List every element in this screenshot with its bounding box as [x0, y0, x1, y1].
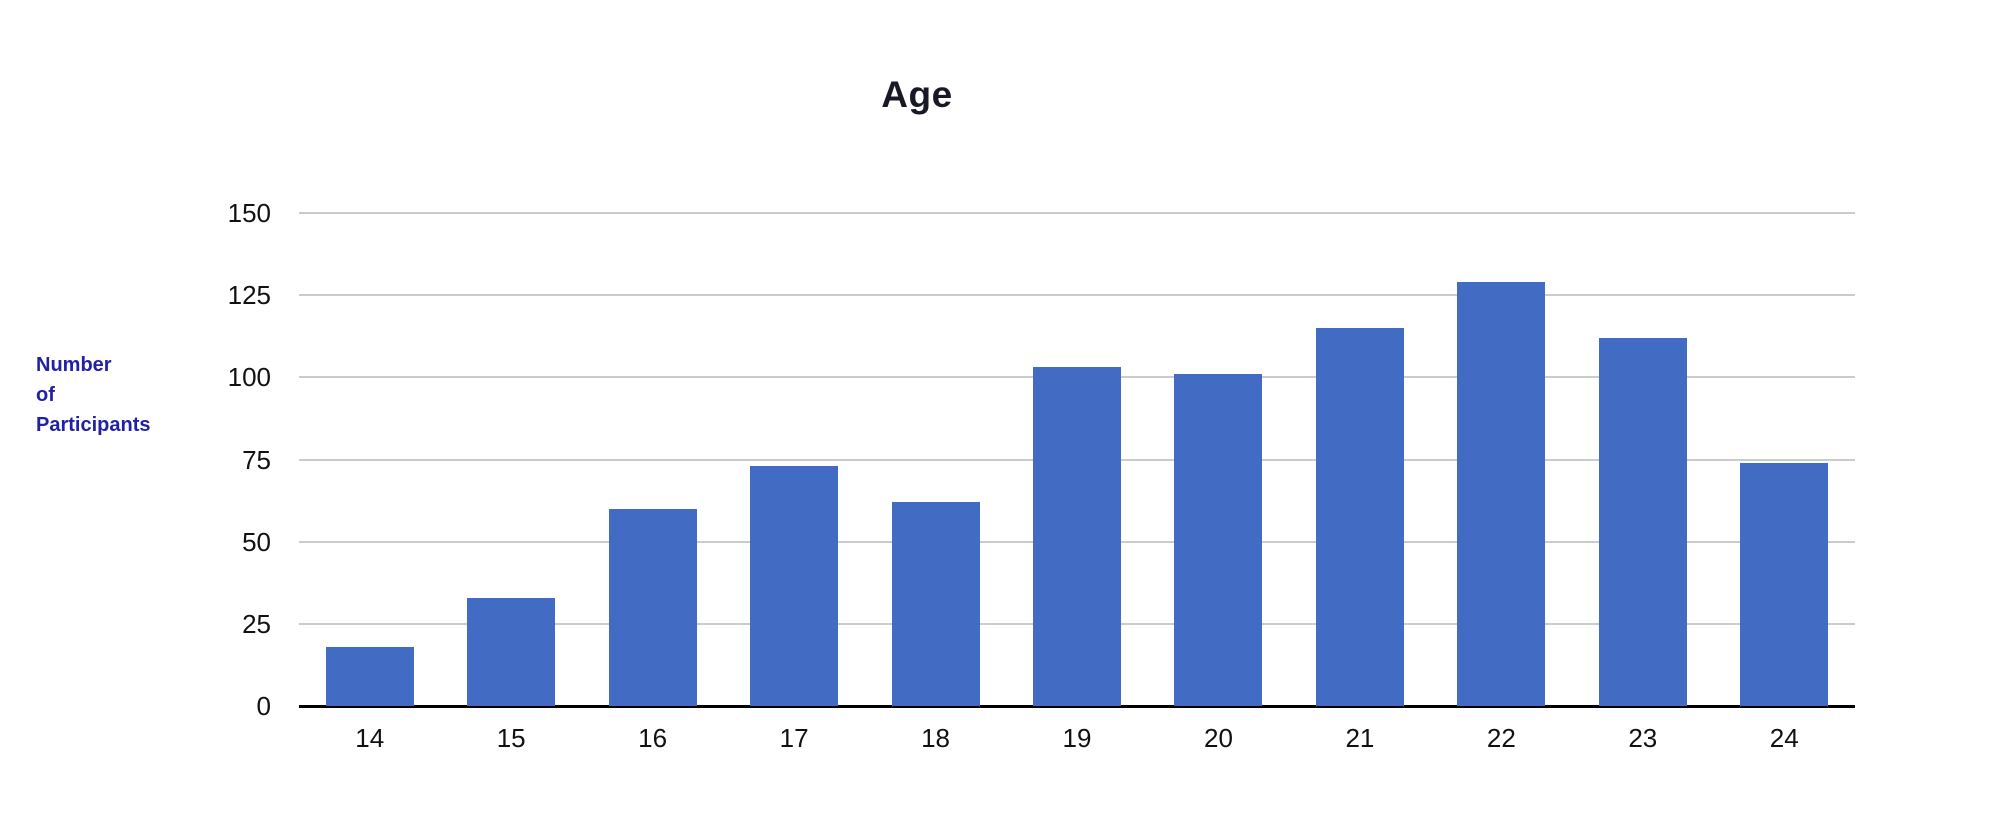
- x-tick-label-20: 20: [1203, 723, 1233, 753]
- x-tick-label-19: 19: [1062, 723, 1092, 753]
- y-tick-label-75: 75: [242, 444, 271, 475]
- x-tick-label-14: 14: [355, 723, 385, 753]
- plot-area: [299, 212, 1855, 708]
- chart-title: Age: [881, 74, 953, 115]
- y-tick-label-125: 125: [227, 280, 271, 311]
- y-axis-title: Number of Participants: [36, 354, 151, 436]
- x-tick-label-16: 16: [638, 723, 668, 753]
- x-tick-label-22: 22: [1486, 723, 1516, 753]
- bar-age-19: [1033, 367, 1121, 706]
- y-tick-label-50: 50: [242, 526, 271, 557]
- bar-age-14: [325, 646, 414, 706]
- bar-age-20: [1174, 374, 1263, 706]
- gridline-125: [299, 294, 1855, 297]
- bar-age-17: [750, 466, 839, 706]
- bar-age-23: [1598, 337, 1687, 706]
- bar-age-22: [1457, 282, 1546, 706]
- bar-age-18: [891, 502, 980, 706]
- x-axis-line: [299, 705, 1855, 708]
- bar-age-16: [608, 508, 697, 706]
- x-tick-label-17: 17: [779, 723, 809, 753]
- y-tick-label-100: 100: [227, 362, 271, 393]
- bar-age-21: [1315, 328, 1404, 706]
- bar-age-15: [467, 597, 556, 706]
- x-tick-label-23: 23: [1628, 723, 1658, 753]
- bar-age-24: [1740, 462, 1829, 706]
- x-tick-label-18: 18: [921, 723, 950, 753]
- gridline-150: [299, 212, 1855, 214]
- y-tick-label-150: 150: [227, 198, 271, 228]
- x-tick-label-21: 21: [1345, 723, 1375, 753]
- y-tick-label-0: 0: [256, 691, 271, 721]
- y-tick-label-25: 25: [242, 608, 271, 639]
- x-tick-label-15: 15: [496, 723, 526, 753]
- x-tick-label-24: 24: [1769, 723, 1799, 753]
